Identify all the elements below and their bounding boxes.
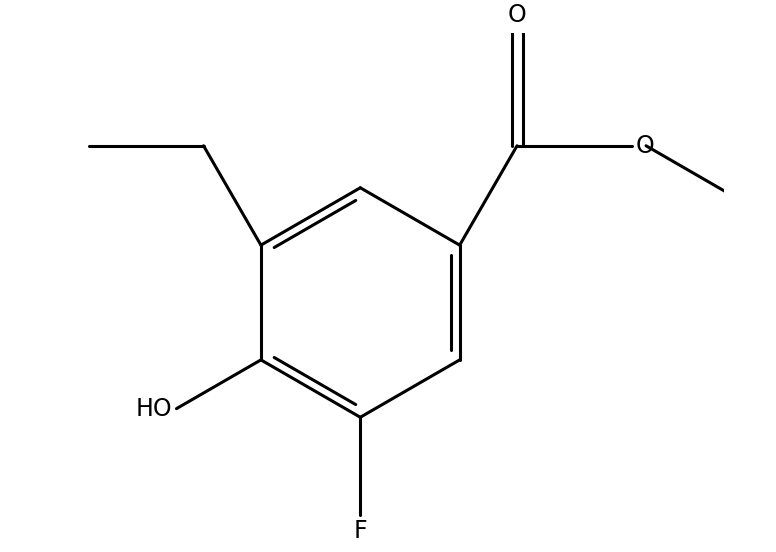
Text: O: O [508, 3, 526, 27]
Text: O: O [636, 134, 654, 158]
Text: F: F [354, 519, 367, 543]
Text: HO: HO [136, 397, 172, 421]
